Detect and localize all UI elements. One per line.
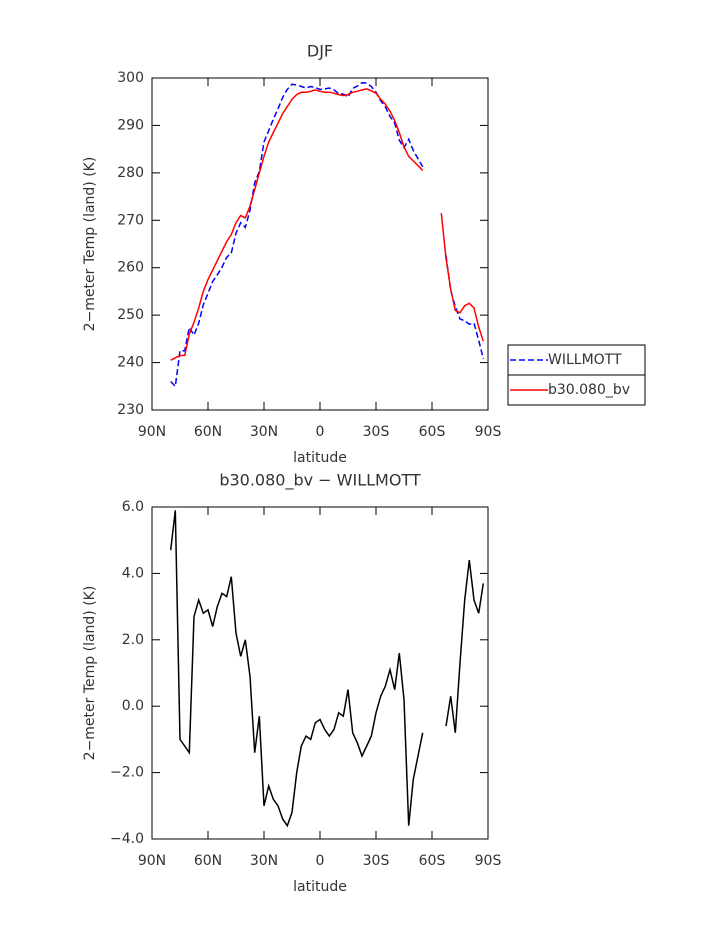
plot-frame [151,77,489,411]
x-tick-label: 0 [316,853,325,869]
y-tick-label: 300 [117,70,144,86]
x-axis-label: latitude [293,450,347,466]
y-axis-label: 2−meter Temp (land) (K) [82,586,98,761]
data-line [170,88,485,361]
chart-title: DJF [307,42,333,61]
x-tick-label: 30N [250,424,278,440]
x-tick-label: 90S [475,853,502,869]
y-tick-label: 270 [117,212,144,228]
y-tick-label: 250 [117,307,144,323]
x-tick-label: 90S [475,424,502,440]
x-tick-label: 60N [194,424,222,440]
legend-label: b30.080_bv [548,382,630,398]
y-tick-label: −4.0 [110,831,144,847]
x-tick-label: 60N [194,853,222,869]
x-tick-label: 60S [419,424,446,440]
y-tick-label: 290 [117,117,144,133]
x-tick-label: 30S [363,853,390,869]
y-tick-label: 260 [117,260,144,276]
plot-frame [151,506,489,840]
y-tick-label: 6.0 [122,499,144,515]
x-tick-label: 60S [419,853,446,869]
chart-title: b30.080_bv − WILLMOTT [219,471,421,491]
y-tick-label: 280 [117,165,144,181]
y-tick-label: 4.0 [122,565,144,581]
data-line [169,510,485,828]
y-tick-label: 240 [117,355,144,371]
y-tick-label: 0.0 [122,698,144,714]
data-line [170,81,485,388]
y-tick-label: −2.0 [110,765,144,781]
y-axis-label: 2−meter Temp (land) (K) [82,157,98,332]
y-tick-label: 2.0 [122,632,144,648]
x-tick-label: 30S [363,424,390,440]
x-tick-label: 90N [138,853,166,869]
x-tick-label: 90N [138,424,166,440]
legend-label: WILLMOTT [548,352,622,368]
x-tick-label: 30N [250,853,278,869]
y-tick-label: 230 [117,402,144,418]
x-axis-label: latitude [293,879,347,895]
x-tick-label: 0 [316,424,325,440]
